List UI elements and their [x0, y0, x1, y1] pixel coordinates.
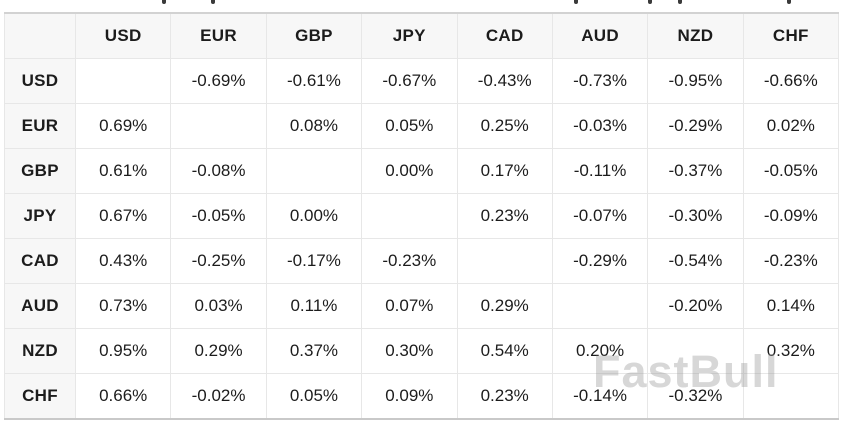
header-row: USD EUR GBP JPY CAD AUD NZD CHF [4, 12, 840, 59]
row-header-usd: USD [4, 58, 76, 104]
cell-chf-chf [742, 373, 840, 420]
cropped-text-fragment [162, 0, 166, 4]
cell-gbp-nzd: -0.37% [647, 148, 744, 194]
cell-jpy-aud: -0.07% [551, 193, 649, 239]
cell-jpy-cad: 0.23% [456, 193, 553, 239]
table-row-cad: CAD 0.43% -0.25% -0.17% -0.23% -0.29% -0… [4, 238, 840, 284]
cell-cad-aud: -0.29% [551, 238, 649, 284]
cell-gbp-eur: -0.08% [170, 148, 267, 194]
cell-chf-nzd: -0.32% [647, 373, 744, 420]
cell-jpy-nzd: -0.30% [647, 193, 744, 239]
cell-cad-gbp: -0.17% [265, 238, 363, 284]
cell-eur-aud: -0.03% [551, 103, 649, 149]
cell-nzd-gbp: 0.37% [265, 328, 363, 374]
row-header-cad: CAD [4, 238, 76, 284]
cell-eur-nzd: -0.29% [647, 103, 744, 149]
column-header-nzd: NZD [647, 12, 744, 59]
cross-rate-table: USD EUR GBP JPY CAD AUD NZD CHF USD -0.6… [4, 12, 840, 420]
cell-usd-gbp: -0.61% [265, 58, 363, 104]
cell-jpy-gbp: 0.00% [265, 193, 363, 239]
cell-cad-usd: 0.43% [74, 238, 172, 284]
column-header-jpy: JPY [361, 12, 458, 59]
table-row-aud: AUD 0.73% 0.03% 0.11% 0.07% 0.29% -0.20%… [4, 283, 840, 329]
cell-aud-cad: 0.29% [456, 283, 553, 329]
column-header-chf: CHF [742, 12, 840, 59]
cropped-text-fragment [678, 0, 682, 4]
cell-nzd-usd: 0.95% [74, 328, 172, 374]
column-header-gbp: GBP [265, 12, 363, 59]
row-header-nzd: NZD [4, 328, 76, 374]
cell-nzd-cad: 0.54% [456, 328, 553, 374]
cell-chf-usd: 0.66% [74, 373, 172, 420]
row-header-chf: CHF [4, 373, 76, 420]
table-row-chf: CHF 0.66% -0.02% 0.05% 0.09% 0.23% -0.14… [4, 373, 840, 420]
column-header-eur: EUR [170, 12, 267, 59]
cropped-text-fragment [787, 0, 791, 4]
cell-usd-chf: -0.66% [742, 58, 840, 104]
table-row-gbp: GBP 0.61% -0.08% 0.00% 0.17% -0.11% -0.3… [4, 148, 840, 194]
table-row-jpy: JPY 0.67% -0.05% 0.00% 0.23% -0.07% -0.3… [4, 193, 840, 239]
column-header-cad: CAD [456, 12, 553, 59]
column-header-usd: USD [74, 12, 172, 59]
cell-usd-nzd: -0.95% [647, 58, 744, 104]
table-row-nzd: NZD 0.95% 0.29% 0.37% 0.30% 0.54% 0.20% … [4, 328, 840, 374]
cell-eur-chf: 0.02% [742, 103, 840, 149]
cell-jpy-usd: 0.67% [74, 193, 172, 239]
cell-eur-usd: 0.69% [74, 103, 172, 149]
cell-cad-chf: -0.23% [742, 238, 840, 284]
cell-nzd-aud: 0.20% [551, 328, 649, 374]
column-header-aud: AUD [551, 12, 649, 59]
cell-aud-nzd: -0.20% [647, 283, 744, 329]
cell-eur-jpy: 0.05% [361, 103, 458, 149]
cropped-text-fragment [211, 0, 215, 4]
cell-gbp-usd: 0.61% [74, 148, 172, 194]
cell-jpy-chf: -0.09% [742, 193, 840, 239]
cropped-text-fragment [648, 0, 652, 4]
cell-gbp-jpy: 0.00% [361, 148, 458, 194]
cell-cad-jpy: -0.23% [361, 238, 458, 284]
cell-chf-eur: -0.02% [170, 373, 267, 420]
cell-aud-eur: 0.03% [170, 283, 267, 329]
cell-aud-jpy: 0.07% [361, 283, 458, 329]
cell-nzd-nzd [647, 328, 744, 374]
cell-gbp-chf: -0.05% [742, 148, 840, 194]
cell-aud-chf: 0.14% [742, 283, 840, 329]
cell-gbp-gbp [265, 148, 363, 194]
cell-chf-aud: -0.14% [551, 373, 649, 420]
table-row-eur: EUR 0.69% 0.08% 0.05% 0.25% -0.03% -0.29… [4, 103, 840, 149]
row-header-aud: AUD [4, 283, 76, 329]
cell-eur-gbp: 0.08% [265, 103, 363, 149]
cell-usd-jpy: -0.67% [361, 58, 458, 104]
cell-cad-cad [456, 238, 553, 284]
cell-eur-cad: 0.25% [456, 103, 553, 149]
cell-chf-jpy: 0.09% [361, 373, 458, 420]
cell-usd-eur: -0.69% [170, 58, 267, 104]
table-row-usd: USD -0.69% -0.61% -0.67% -0.43% -0.73% -… [4, 58, 840, 104]
cell-nzd-eur: 0.29% [170, 328, 267, 374]
cell-jpy-jpy [361, 193, 458, 239]
cell-cad-nzd: -0.54% [647, 238, 744, 284]
cell-gbp-cad: 0.17% [456, 148, 553, 194]
cell-usd-aud: -0.73% [551, 58, 649, 104]
cell-nzd-chf: 0.32% [742, 328, 840, 374]
cell-aud-gbp: 0.11% [265, 283, 363, 329]
row-header-gbp: GBP [4, 148, 76, 194]
row-header-jpy: JPY [4, 193, 76, 239]
cell-eur-eur [170, 103, 267, 149]
cell-usd-usd [74, 58, 172, 104]
corner-cell [4, 12, 76, 59]
cell-jpy-eur: -0.05% [170, 193, 267, 239]
cell-usd-cad: -0.43% [456, 58, 553, 104]
cropped-text-fragment [574, 0, 578, 4]
cell-chf-cad: 0.23% [456, 373, 553, 420]
cell-nzd-jpy: 0.30% [361, 328, 458, 374]
row-header-eur: EUR [4, 103, 76, 149]
cell-aud-usd: 0.73% [74, 283, 172, 329]
cell-gbp-aud: -0.11% [551, 148, 649, 194]
cell-cad-eur: -0.25% [170, 238, 267, 284]
cell-chf-gbp: 0.05% [265, 373, 363, 420]
cell-aud-aud [551, 283, 649, 329]
